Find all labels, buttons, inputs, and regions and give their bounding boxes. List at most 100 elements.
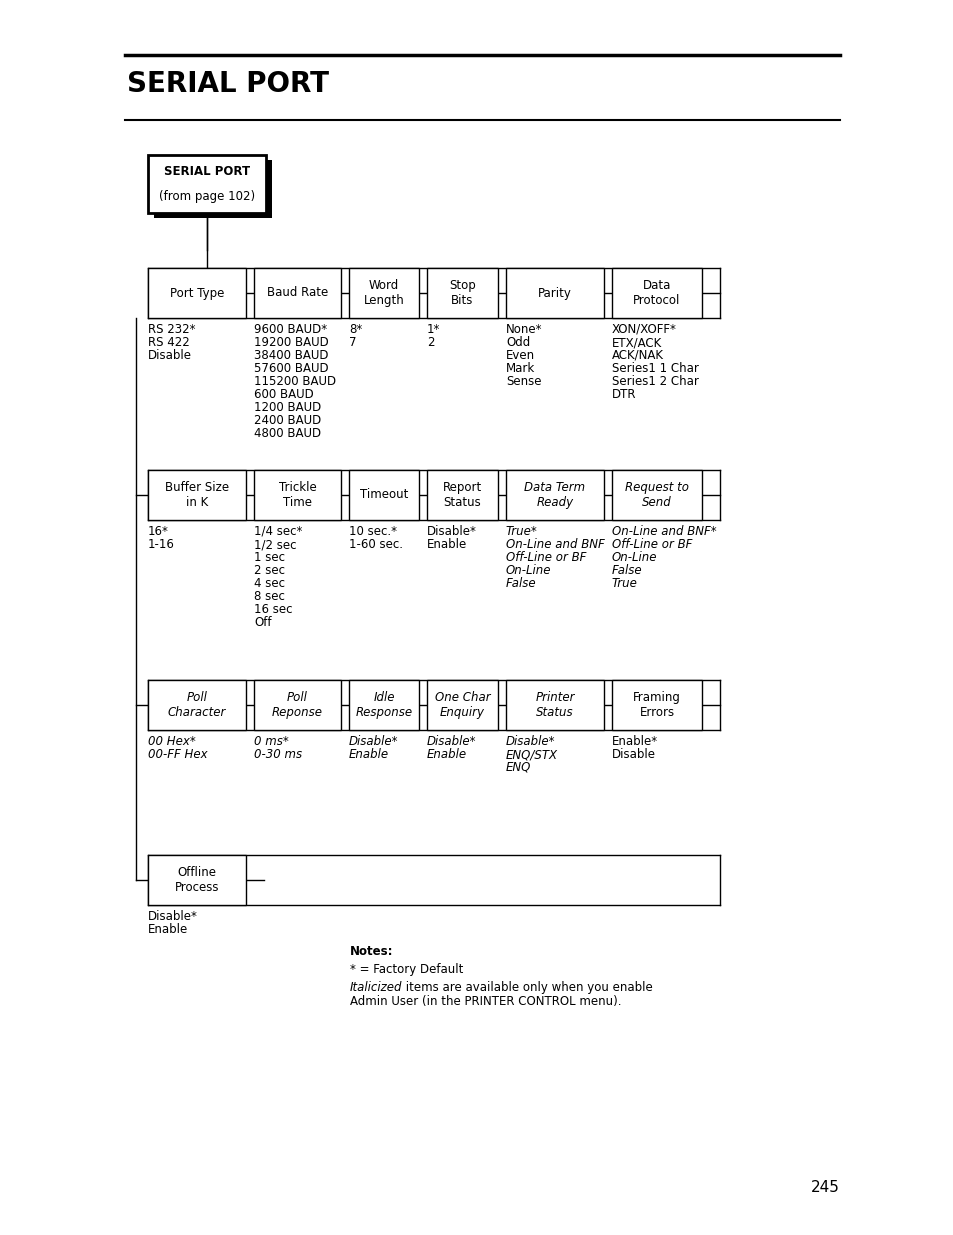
Text: Timeout: Timeout bbox=[359, 489, 408, 501]
Text: 4 sec: 4 sec bbox=[253, 577, 285, 590]
Text: 10 sec.*: 10 sec.* bbox=[349, 525, 396, 538]
Bar bbox=[148, 680, 246, 730]
Text: 16 sec: 16 sec bbox=[253, 603, 293, 616]
Text: 600 BAUD: 600 BAUD bbox=[253, 388, 314, 401]
Text: Data
Protocol: Data Protocol bbox=[633, 279, 680, 308]
Text: On-Line: On-Line bbox=[612, 551, 657, 564]
Text: (from page 102): (from page 102) bbox=[159, 190, 254, 203]
Text: False: False bbox=[505, 577, 536, 590]
Bar bbox=[505, 268, 603, 317]
Bar bbox=[505, 471, 603, 520]
Text: 00 Hex*: 00 Hex* bbox=[148, 735, 195, 748]
Text: 8 sec: 8 sec bbox=[253, 590, 285, 603]
Text: 9600 BAUD*: 9600 BAUD* bbox=[253, 324, 327, 336]
Text: 1200 BAUD: 1200 BAUD bbox=[253, 401, 321, 414]
Text: ETX/ACK: ETX/ACK bbox=[612, 336, 661, 350]
Text: 1/2 sec: 1/2 sec bbox=[253, 538, 296, 551]
Text: Series1 2 Char: Series1 2 Char bbox=[612, 375, 699, 388]
Bar bbox=[349, 471, 418, 520]
Bar bbox=[253, 680, 340, 730]
Text: Sense: Sense bbox=[505, 375, 541, 388]
Bar bbox=[612, 680, 701, 730]
Bar bbox=[349, 680, 418, 730]
Text: Odd: Odd bbox=[505, 336, 530, 350]
Text: ENQ/STX: ENQ/STX bbox=[505, 748, 558, 761]
Text: SERIAL PORT: SERIAL PORT bbox=[127, 70, 329, 98]
Text: ENQ: ENQ bbox=[505, 761, 531, 774]
Text: Idle
Response: Idle Response bbox=[355, 692, 412, 719]
Text: 115200 BAUD: 115200 BAUD bbox=[253, 375, 335, 388]
Text: On-Line and BNF: On-Line and BNF bbox=[505, 538, 604, 551]
Text: Disable*: Disable* bbox=[349, 735, 398, 748]
Text: DTR: DTR bbox=[612, 388, 636, 401]
Text: RS 422: RS 422 bbox=[148, 336, 190, 350]
Text: * = Factory Default: * = Factory Default bbox=[350, 963, 463, 976]
Bar bbox=[253, 471, 340, 520]
Text: ACK/NAK: ACK/NAK bbox=[612, 350, 663, 362]
Text: Framing
Errors: Framing Errors bbox=[633, 692, 680, 719]
Bar bbox=[505, 680, 603, 730]
Text: 2 sec: 2 sec bbox=[253, 564, 285, 577]
Text: Parity: Parity bbox=[537, 287, 572, 300]
Text: Data Term
Ready: Data Term Ready bbox=[524, 480, 585, 509]
Text: Off-Line or BF: Off-Line or BF bbox=[612, 538, 692, 551]
Text: 1*: 1* bbox=[427, 324, 440, 336]
Text: 4800 BAUD: 4800 BAUD bbox=[253, 427, 321, 440]
Text: Printer
Status: Printer Status bbox=[535, 692, 574, 719]
Text: 0-30 ms: 0-30 ms bbox=[253, 748, 302, 761]
Text: Port Type: Port Type bbox=[170, 287, 224, 300]
Bar bbox=[427, 471, 497, 520]
Text: Off: Off bbox=[253, 616, 272, 629]
Text: Enable: Enable bbox=[427, 748, 467, 761]
Text: False: False bbox=[612, 564, 642, 577]
Text: XON/XOFF*: XON/XOFF* bbox=[612, 324, 677, 336]
Text: Notes:: Notes: bbox=[350, 945, 393, 958]
Text: On-Line and BNF*: On-Line and BNF* bbox=[612, 525, 716, 538]
Text: 57600 BAUD: 57600 BAUD bbox=[253, 362, 328, 375]
Text: 16*: 16* bbox=[148, 525, 169, 538]
Text: Trickle
Time: Trickle Time bbox=[278, 480, 316, 509]
Bar bbox=[148, 471, 246, 520]
Text: 245: 245 bbox=[810, 1179, 840, 1195]
Text: Enable: Enable bbox=[427, 538, 467, 551]
Text: None*: None* bbox=[505, 324, 542, 336]
Text: 1-16: 1-16 bbox=[148, 538, 174, 551]
Bar bbox=[612, 268, 701, 317]
Bar bbox=[349, 268, 418, 317]
Text: 19200 BAUD: 19200 BAUD bbox=[253, 336, 329, 350]
Text: True: True bbox=[612, 577, 638, 590]
Text: 7: 7 bbox=[349, 336, 356, 350]
Bar bbox=[612, 471, 701, 520]
Bar bbox=[148, 855, 246, 905]
Text: Disable*: Disable* bbox=[505, 735, 555, 748]
Text: Disable*: Disable* bbox=[148, 910, 197, 923]
Text: Disable: Disable bbox=[148, 350, 192, 362]
Text: On-Line: On-Line bbox=[505, 564, 551, 577]
Text: Stop
Bits: Stop Bits bbox=[449, 279, 476, 308]
Text: 00-FF Hex: 00-FF Hex bbox=[148, 748, 208, 761]
Text: Enable: Enable bbox=[349, 748, 389, 761]
Text: 1-60 sec.: 1-60 sec. bbox=[349, 538, 402, 551]
Text: Request to
Send: Request to Send bbox=[624, 480, 688, 509]
Bar bbox=[148, 156, 266, 212]
Text: Off-Line or BF: Off-Line or BF bbox=[505, 551, 586, 564]
Text: 2: 2 bbox=[427, 336, 434, 350]
Text: Disable: Disable bbox=[612, 748, 656, 761]
Text: 1/4 sec*: 1/4 sec* bbox=[253, 525, 302, 538]
Text: Enable: Enable bbox=[148, 923, 188, 936]
Text: Offline
Process: Offline Process bbox=[174, 866, 219, 894]
Text: SERIAL PORT: SERIAL PORT bbox=[164, 165, 250, 178]
Text: Series1 1 Char: Series1 1 Char bbox=[612, 362, 699, 375]
Text: RS 232*: RS 232* bbox=[148, 324, 195, 336]
Text: Enable*: Enable* bbox=[612, 735, 658, 748]
Text: True*: True* bbox=[505, 525, 537, 538]
Text: 8*: 8* bbox=[349, 324, 362, 336]
Bar bbox=[153, 161, 272, 219]
Text: 1 sec: 1 sec bbox=[253, 551, 285, 564]
Text: Poll
Reponse: Poll Reponse bbox=[272, 692, 323, 719]
Text: 0 ms*: 0 ms* bbox=[253, 735, 289, 748]
Bar bbox=[427, 268, 497, 317]
Text: items are available only when you enable: items are available only when you enable bbox=[401, 981, 652, 994]
Text: Disable*: Disable* bbox=[427, 735, 476, 748]
Text: Poll
Character: Poll Character bbox=[168, 692, 226, 719]
